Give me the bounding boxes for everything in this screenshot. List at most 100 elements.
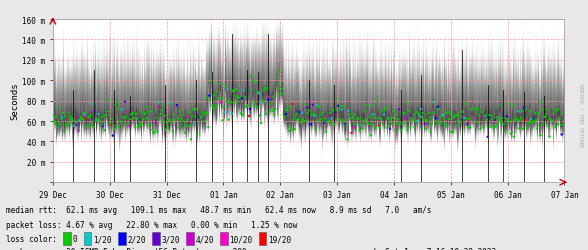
- Point: [526, 118, 536, 122]
- Point: [136, 123, 146, 127]
- Point: [436, 122, 446, 126]
- Point: [253, 91, 263, 95]
- Point: [349, 126, 358, 130]
- Point: [66, 118, 76, 122]
- Point: [465, 117, 474, 121]
- Point: [545, 135, 554, 139]
- Point: [507, 130, 517, 134]
- Point: [309, 112, 319, 116]
- Point: [466, 126, 475, 130]
- Point: [411, 119, 420, 123]
- Point: [378, 123, 387, 127]
- Point: [192, 133, 202, 137]
- Point: [81, 117, 90, 121]
- Point: [396, 129, 406, 133]
- Point: [149, 132, 158, 136]
- Point: [241, 105, 250, 109]
- Point: [463, 123, 472, 127]
- Point: [206, 80, 216, 84]
- Point: [493, 123, 502, 127]
- Point: [72, 115, 82, 119]
- Point: [232, 95, 242, 99]
- Point: [260, 86, 270, 90]
- Point: [325, 112, 335, 116]
- Point: [414, 112, 423, 116]
- Point: [175, 110, 185, 114]
- Text: probe:       20 ICMP Echo Pings (56 Bytes) every 300s: probe: 20 ICMP Echo Pings (56 Bytes) eve…: [6, 247, 251, 250]
- Point: [368, 113, 377, 117]
- Point: [179, 114, 189, 117]
- Point: [128, 112, 138, 116]
- Point: [524, 122, 534, 126]
- Point: [164, 118, 173, 122]
- Point: [445, 118, 454, 122]
- Point: [159, 104, 168, 108]
- Point: [108, 134, 118, 138]
- Point: [148, 128, 157, 132]
- Point: [119, 116, 129, 120]
- Point: [255, 92, 264, 96]
- Point: [85, 116, 94, 119]
- Point: [329, 122, 339, 126]
- Point: [313, 119, 323, 123]
- Point: [359, 119, 368, 123]
- Point: [540, 116, 549, 119]
- Point: [329, 108, 338, 112]
- Point: [513, 110, 523, 114]
- Text: 19/20: 19/20: [268, 234, 291, 243]
- Point: [332, 98, 341, 102]
- Text: 0: 0: [72, 234, 77, 243]
- Point: [488, 118, 497, 122]
- Point: [415, 114, 424, 118]
- Point: [229, 102, 238, 105]
- Point: [301, 103, 310, 107]
- Point: [318, 111, 327, 115]
- Point: [199, 120, 209, 124]
- Point: [552, 110, 562, 114]
- Point: [291, 115, 300, 119]
- Point: [416, 108, 425, 112]
- Point: [497, 116, 506, 120]
- Point: [237, 97, 246, 101]
- Point: [422, 118, 432, 122]
- Point: [496, 120, 506, 124]
- Point: [242, 104, 252, 108]
- Point: [288, 102, 298, 106]
- Point: [320, 117, 330, 121]
- Point: [419, 119, 428, 123]
- Point: [509, 135, 519, 139]
- Point: [555, 118, 564, 122]
- Point: [470, 107, 479, 111]
- Point: [75, 119, 84, 123]
- Point: [99, 114, 108, 118]
- Point: [312, 104, 322, 108]
- Point: [161, 128, 171, 132]
- Point: [400, 117, 410, 121]
- Point: [315, 114, 325, 117]
- Point: [442, 125, 452, 129]
- Point: [83, 116, 93, 120]
- Point: [186, 138, 196, 141]
- Point: [314, 106, 323, 110]
- Point: [417, 116, 426, 119]
- Point: [433, 105, 443, 109]
- Point: [430, 119, 439, 123]
- Point: [210, 94, 219, 98]
- Point: [452, 124, 461, 128]
- Point: [121, 100, 130, 104]
- Point: [227, 112, 236, 116]
- Point: [114, 125, 123, 129]
- Point: [374, 124, 383, 128]
- Point: [142, 117, 151, 121]
- Point: [168, 130, 178, 134]
- Point: [546, 118, 555, 122]
- Point: [495, 104, 505, 108]
- Point: [213, 90, 222, 94]
- Point: [508, 104, 517, 108]
- Point: [418, 112, 427, 116]
- Point: [48, 114, 58, 117]
- Point: [220, 111, 229, 115]
- Point: [344, 109, 353, 113]
- Point: [103, 124, 112, 128]
- Point: [514, 127, 524, 131]
